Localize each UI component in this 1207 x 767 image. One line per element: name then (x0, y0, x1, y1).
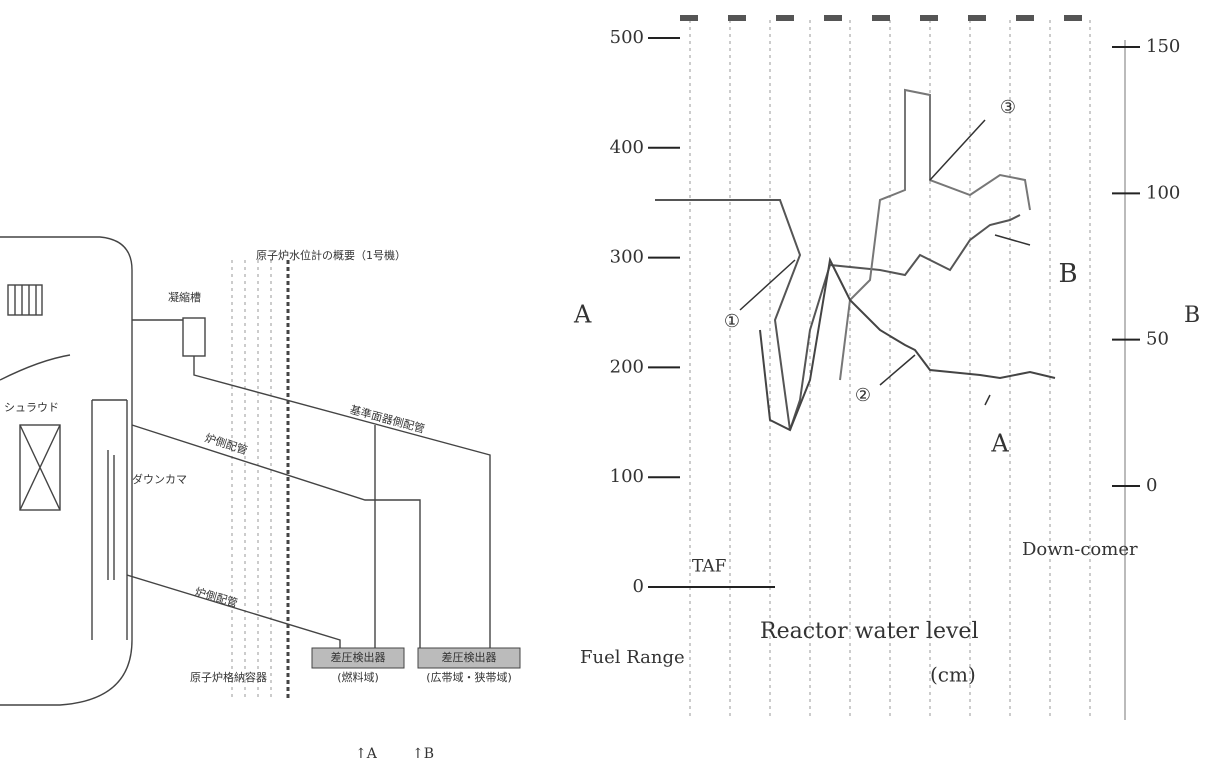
y-tick-label: 200 (610, 356, 644, 377)
y-axis-label: A (573, 301, 592, 329)
taf-label: TAF (692, 557, 727, 577)
detector-label: 差圧検出器 (331, 650, 386, 664)
y-tick-label: 100 (610, 466, 644, 487)
reactor-pipe-1 (132, 425, 420, 650)
detector-sub: (広帯域・狭帯域) (426, 671, 512, 684)
pipe-label: 炉側配管 (193, 584, 239, 610)
reference-pipe (194, 356, 490, 650)
pipe-label: 基準面器側配管 (348, 402, 426, 435)
separator-lines (15, 285, 36, 315)
downcomer-pipe (108, 450, 114, 580)
y-tick-label: 300 (610, 247, 644, 268)
vessel-shoulder (0, 355, 70, 380)
arrows (740, 120, 1030, 405)
y2-tick-label: 100 (1146, 182, 1180, 203)
trace-b-upper (840, 90, 1030, 380)
condensing-label: 凝縮槽 (168, 290, 201, 304)
y2-tick-label: 50 (1146, 329, 1169, 350)
pipe-label: 炉側配管 (203, 430, 249, 457)
recorder-chart: ① ② ③ A B A B TAF Down-comer Fuel Range … (573, 18, 1200, 720)
steam-separator (8, 285, 42, 315)
y-tick-label: 500 (610, 27, 644, 48)
wall-hatching (232, 260, 271, 700)
detector-sub: (燃料域) (337, 670, 379, 684)
y-tick-label: 0 (633, 576, 644, 597)
annotation: ③ (1000, 97, 1016, 118)
x-axis-label: Reactor water level (760, 619, 978, 644)
annotation: ① (724, 311, 740, 332)
shroud-label: シュラウド (4, 401, 59, 414)
condensing-chamber (183, 318, 205, 356)
output-label: ↑B (412, 746, 434, 762)
y-tick-label: 400 (610, 137, 644, 158)
core-cross (20, 425, 60, 510)
diagram-title: 原子炉水位計の概要（1号機） (256, 248, 406, 262)
annotation: A (990, 430, 1009, 458)
reactor-pipe-2 (127, 575, 340, 650)
diagram: シュラウド ダウンカマ 原子炉水位計の概要（1号機） 凝縮槽 基準面器側配管 炉… (0, 237, 520, 762)
downcomer-label: Down-comer (1022, 539, 1138, 560)
downcomer-label: ダウンカマ (132, 472, 187, 486)
output-label: ↑A (355, 746, 378, 762)
trace-b (655, 200, 1020, 430)
y2-tick-label: 150 (1146, 36, 1180, 57)
detector-label: 差圧検出器 (442, 650, 497, 664)
y2-axis-label: B (1184, 303, 1200, 328)
y2-tick-label: 0 (1146, 475, 1157, 496)
page: シュラウド ダウンカマ 原子炉水位計の概要（1号機） 凝縮槽 基準面器側配管 炉… (0, 0, 1207, 767)
trace-a (760, 260, 1055, 430)
annotation: ② (855, 385, 871, 406)
shroud-wall (92, 400, 127, 640)
containment-label: 原子炉格納容器 (190, 670, 267, 684)
fuel-range-label: Fuel Range (580, 647, 685, 668)
x-axis-unit: (cm) (930, 663, 976, 687)
annotation: B (1058, 259, 1077, 289)
chart-grid (690, 20, 1090, 720)
